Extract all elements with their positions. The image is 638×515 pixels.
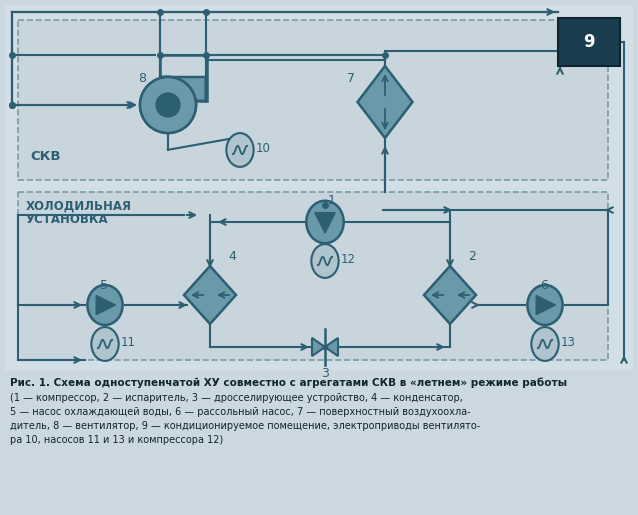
Text: ХОЛОДИЛЬНАЯ: ХОЛОДИЛЬНАЯ <box>26 200 132 213</box>
Text: СКВ: СКВ <box>30 150 61 163</box>
Ellipse shape <box>87 285 122 325</box>
Text: 5: 5 <box>100 279 108 292</box>
FancyBboxPatch shape <box>5 5 633 370</box>
Text: 1: 1 <box>328 194 336 207</box>
Circle shape <box>140 77 196 133</box>
Polygon shape <box>325 338 338 356</box>
Text: 3: 3 <box>321 367 329 380</box>
Text: 2: 2 <box>468 250 476 264</box>
FancyBboxPatch shape <box>558 18 620 66</box>
Ellipse shape <box>226 133 254 167</box>
Text: 8: 8 <box>138 72 146 85</box>
Circle shape <box>140 77 196 133</box>
Ellipse shape <box>306 201 344 243</box>
Polygon shape <box>312 338 325 356</box>
Text: 5 — насос охлаждающей воды, 6 — рассольный насос, 7 — поверхностный воздухоохла-: 5 — насос охлаждающей воды, 6 — рассольн… <box>10 407 471 417</box>
Polygon shape <box>160 77 206 105</box>
Text: УСТАНОВКА: УСТАНОВКА <box>26 213 108 226</box>
FancyBboxPatch shape <box>18 192 608 360</box>
Ellipse shape <box>528 285 563 325</box>
Text: 10: 10 <box>256 142 271 155</box>
Text: 6: 6 <box>540 279 548 292</box>
Ellipse shape <box>311 244 339 278</box>
Text: 11: 11 <box>121 336 136 349</box>
Text: 13: 13 <box>561 336 576 349</box>
Polygon shape <box>536 296 556 315</box>
Polygon shape <box>184 266 236 324</box>
Polygon shape <box>96 296 115 315</box>
Text: ра 10, насосов 11 и 13 и компрессора 12): ра 10, насосов 11 и 13 и компрессора 12) <box>10 435 223 445</box>
Text: 7: 7 <box>347 72 355 85</box>
Ellipse shape <box>531 327 559 361</box>
Text: Рис. 1. Схема одноступенчатой ХУ совместно с агрегатами СКВ в «летнем» режиме ра: Рис. 1. Схема одноступенчатой ХУ совмест… <box>10 378 567 388</box>
Polygon shape <box>357 66 413 138</box>
FancyBboxPatch shape <box>18 20 608 180</box>
Text: 4: 4 <box>228 250 236 264</box>
Text: дитель, 8 — вентилятор, 9 — кондиционируемое помещение, электроприводы вентилято: дитель, 8 — вентилятор, 9 — кондициониру… <box>10 421 480 431</box>
Text: 9: 9 <box>583 33 595 51</box>
Polygon shape <box>424 266 476 324</box>
Text: (1 — компрессор, 2 — испаритель, 3 — дросселирующее устройство, 4 — конденсатор,: (1 — компрессор, 2 — испаритель, 3 — дро… <box>10 393 463 403</box>
Polygon shape <box>315 213 335 233</box>
Circle shape <box>156 93 180 117</box>
Circle shape <box>156 93 180 117</box>
Ellipse shape <box>91 327 119 361</box>
Text: 12: 12 <box>341 253 356 266</box>
